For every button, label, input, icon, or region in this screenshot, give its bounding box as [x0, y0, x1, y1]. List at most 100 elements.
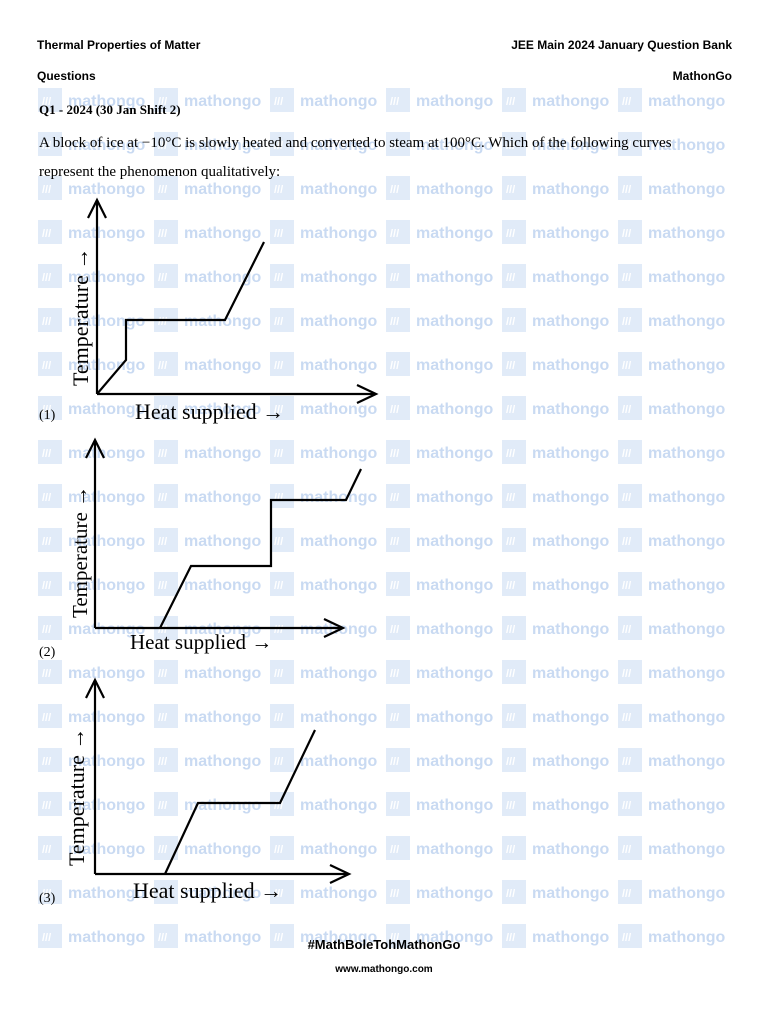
svg-text:///: /// — [506, 536, 515, 548]
svg-text:///: /// — [506, 96, 515, 108]
y-axis-label: Temperature → — [68, 248, 93, 386]
svg-text:mathongo: mathongo — [184, 93, 262, 110]
watermark-tile: /// mathongo — [618, 88, 726, 112]
svg-text:mathongo: mathongo — [532, 357, 610, 374]
watermark-tile: /// mathongo — [618, 528, 726, 552]
svg-text:///: /// — [506, 580, 515, 592]
svg-text:mathongo: mathongo — [648, 445, 726, 462]
svg-text:///: /// — [622, 844, 631, 856]
watermark-tile: ///mathongo — [618, 484, 726, 508]
watermark-tile: /// mathongo — [502, 880, 610, 904]
option-3-number[interactable]: (3) — [39, 891, 56, 906]
x-axis-arrow — [329, 864, 352, 884]
watermark-tile: ///mathongo — [386, 308, 494, 332]
watermark-tile: /// mathongo — [618, 352, 726, 376]
watermark-tile: ///mathongo — [386, 704, 494, 728]
watermark-tile: ///mathongo — [618, 308, 726, 332]
svg-text:///: /// — [622, 404, 631, 416]
watermark-tile: ///mathongo — [618, 792, 726, 816]
svg-text:mathongo: mathongo — [416, 357, 494, 374]
svg-text:mathongo: mathongo — [416, 753, 494, 770]
watermark-tile: ///mathongo — [502, 396, 610, 420]
watermark-tile: ///mathongo — [502, 484, 610, 508]
svg-text:mathongo: mathongo — [648, 93, 726, 110]
watermark-tile: ///mathongo — [502, 308, 610, 332]
svg-text:mathongo: mathongo — [648, 753, 726, 770]
svg-text:///: /// — [506, 228, 515, 240]
svg-text:///: /// — [506, 888, 515, 900]
svg-text:mathongo: mathongo — [532, 709, 610, 726]
watermark-tile: ///mathongo — [386, 484, 494, 508]
y-axis-arrow — [85, 677, 105, 699]
svg-text:///: /// — [506, 448, 515, 460]
y-axis-arrow — [85, 437, 105, 459]
option-3-curve — [164, 729, 316, 875]
svg-text:///: /// — [622, 624, 631, 636]
watermark-tile: ///mathongo — [618, 880, 726, 904]
watermark-tile: ///mathongo — [386, 748, 494, 772]
watermark-tile: /// mathongo — [502, 440, 610, 464]
watermark-tile: ///mathongo — [502, 572, 610, 596]
svg-text:mathongo: mathongo — [416, 489, 494, 506]
svg-text:mathongo: mathongo — [416, 225, 494, 242]
option-2-graph[interactable]: Heat supplied → Temperature → — [0, 430, 400, 660]
svg-text:mathongo: mathongo — [416, 841, 494, 858]
header-question-bank: JEE Main 2024 January Question Bank — [511, 38, 732, 52]
svg-text:mathongo: mathongo — [416, 665, 494, 682]
option-2-number[interactable]: (2) — [39, 645, 56, 660]
svg-text:mathongo: mathongo — [648, 885, 726, 902]
svg-text:///: /// — [390, 96, 399, 108]
y-axis-label: Temperature → — [68, 486, 92, 618]
option-1-number[interactable]: (1) — [39, 408, 56, 423]
svg-text:///: /// — [506, 404, 515, 416]
svg-text:mathongo: mathongo — [532, 225, 610, 242]
watermark-tile: ///mathongo — [502, 704, 610, 728]
watermark-tile: ///mathongo — [618, 660, 726, 684]
svg-text:///: /// — [506, 844, 515, 856]
svg-text:mathongo: mathongo — [648, 665, 726, 682]
option-3-graph[interactable]: Heat supplied → Temperature → — [0, 670, 400, 910]
y-axis-label: Temperature → — [64, 728, 89, 866]
watermark-tile: ///mathongo — [502, 352, 610, 376]
header-subject: Thermal Properties of Matter — [37, 38, 201, 52]
watermark-tile: ///mathongo — [386, 572, 494, 596]
watermark-tile: ///mathongo — [618, 704, 726, 728]
svg-text:mathongo: mathongo — [648, 533, 726, 550]
watermark-tile: ///mathongo — [618, 572, 726, 596]
footer-url[interactable]: www.mathongo.com — [335, 964, 433, 975]
svg-text:///: /// — [622, 448, 631, 460]
watermark-tile: /// mathongo — [618, 748, 726, 772]
watermark-tile: ///mathongo — [502, 660, 610, 684]
svg-text:///: /// — [622, 536, 631, 548]
header-section: Questions — [37, 69, 96, 83]
svg-text:mathongo: mathongo — [416, 885, 494, 902]
svg-text:mathongo: mathongo — [416, 445, 494, 462]
question-text: A block of ice at −10°C is slowly heated… — [39, 135, 672, 180]
svg-text:mathongo: mathongo — [648, 709, 726, 726]
svg-text:mathongo: mathongo — [532, 313, 610, 330]
svg-text:mathongo: mathongo — [532, 533, 610, 550]
watermark-tile: ///mathongo — [386, 396, 494, 420]
svg-text:mathongo: mathongo — [648, 357, 726, 374]
svg-text:mathongo: mathongo — [532, 489, 610, 506]
watermark-tile: ///mathongo — [502, 616, 610, 640]
svg-text:///: /// — [622, 756, 631, 768]
svg-text:///: /// — [622, 360, 631, 372]
svg-text:///: /// — [506, 800, 515, 812]
svg-text:mathongo: mathongo — [532, 445, 610, 462]
svg-text:mathongo: mathongo — [648, 621, 726, 638]
svg-text:mathongo: mathongo — [532, 885, 610, 902]
svg-text:///: /// — [506, 756, 515, 768]
svg-text:mathongo: mathongo — [416, 577, 494, 594]
watermark-tile: ///mathongo — [386, 616, 494, 640]
watermark-tile: ///mathongo — [270, 88, 378, 112]
svg-text:mathongo: mathongo — [416, 709, 494, 726]
watermark-tile: ///mathongo — [502, 792, 610, 816]
option-1-graph[interactable]: Heat supplied → Temperature → — [0, 190, 400, 430]
svg-text:mathongo: mathongo — [648, 577, 726, 594]
x-axis-label: Heat supplied → — [133, 878, 282, 903]
svg-text:mathongo: mathongo — [532, 269, 610, 286]
svg-text:mathongo: mathongo — [416, 313, 494, 330]
svg-text:mathongo: mathongo — [532, 665, 610, 682]
svg-text:///: /// — [622, 96, 631, 108]
